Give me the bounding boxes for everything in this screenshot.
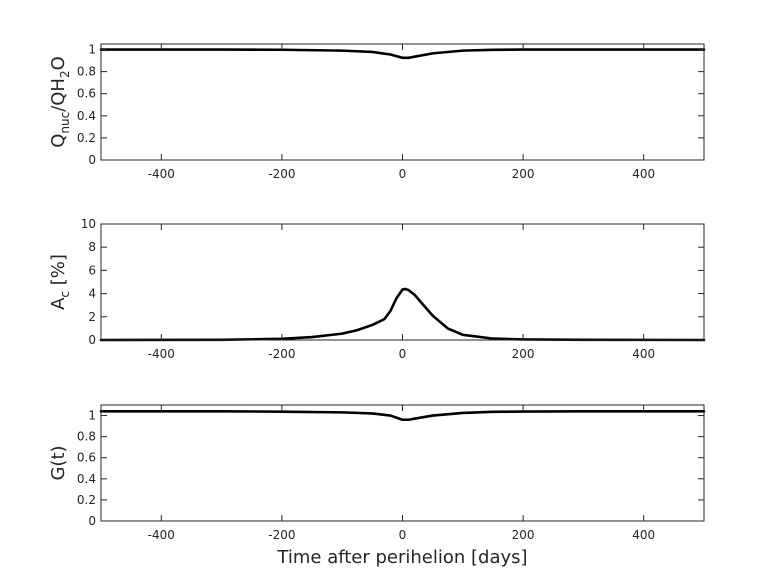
y-tick-label: 2	[88, 310, 96, 324]
series-line-0	[99, 287, 706, 342]
x-tick-label: 200	[512, 528, 535, 542]
series-line-0	[99, 410, 706, 422]
x-tick-label: -200	[268, 528, 295, 542]
y-tick-label: 8	[88, 240, 96, 254]
y-tick-label: 6	[88, 263, 96, 277]
y-tick-label: 1	[88, 409, 96, 423]
y-tick-label: 0	[88, 514, 96, 528]
x-axis-label: Time after perihelion [days]	[276, 547, 527, 568]
y-tick-label: 4	[88, 287, 96, 301]
x-tick-label: 400	[632, 528, 655, 542]
x-tick-label: 200	[512, 167, 535, 181]
x-tick-label: 0	[399, 347, 407, 361]
y-tick-label: 0	[88, 153, 96, 167]
x-tick-label: -400	[148, 528, 175, 542]
y-tick-label: 0.2	[77, 131, 96, 145]
x-tick-label: 400	[632, 347, 655, 361]
x-tick-label: -200	[268, 347, 295, 361]
y-axis-label-panel3: G(t)	[48, 445, 69, 480]
y-tick-label: 10	[81, 217, 96, 231]
x-tick-label: -200	[268, 167, 295, 181]
y-axis-label-panel2: Ac [%]	[48, 254, 72, 310]
y-axis-label-panel1: Qnuc/QH2O	[48, 56, 72, 148]
x-tick-label: 200	[512, 347, 535, 361]
y-tick-label: 0.4	[77, 472, 96, 486]
y-tick-label: 0.4	[77, 109, 96, 123]
panel-g-of-t: -400 -200 0 200 400 0 0.2 0.4 0.6 0.8 1	[77, 404, 706, 542]
series-line-0	[99, 48, 706, 60]
x-tick-label: 0	[399, 167, 407, 181]
y-tick-label: 0.6	[77, 451, 96, 465]
panel-active-fraction: -400 -200 0 200 400 0 2 4 6 8 10	[81, 217, 706, 361]
x-tick-label: -400	[148, 347, 175, 361]
x-tick-label: -400	[148, 167, 175, 181]
x-tick-label: 0	[399, 528, 407, 542]
y-tick-label: 0.8	[77, 430, 96, 444]
y-tick-label: 0.6	[77, 87, 96, 101]
y-tick-label: 0	[88, 333, 96, 347]
panel-qnuc-ratio: -400 -200 0 200 400 0 0.2 0.4 0.6 0.8 1	[77, 43, 706, 181]
y-tick-label: 1	[88, 43, 96, 57]
y-tick-label: 0.2	[77, 493, 96, 507]
y-tick-label: 0.8	[77, 65, 96, 79]
x-tick-label: 400	[632, 167, 655, 181]
